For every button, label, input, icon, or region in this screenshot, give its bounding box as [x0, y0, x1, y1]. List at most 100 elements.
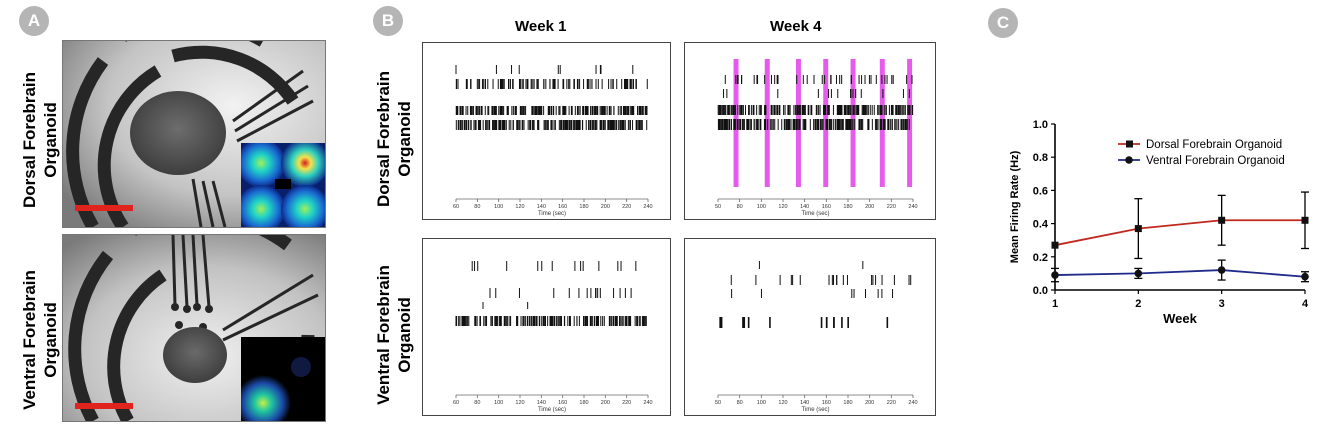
row-label-dorsal-a-line2: Organoid [41, 102, 60, 178]
row-label-ventral-b-line2: Organoid [395, 297, 414, 373]
y-tick-label: 0.2 [1033, 252, 1048, 264]
legend-entry: Ventral Forebrain Organoid [1118, 155, 1285, 167]
raster-ventral-week4: 50 80 100 120 140 160 180 200 220 240 Time (sec) [684, 238, 936, 416]
time-axis-label: Time (sec) [801, 211, 829, 217]
time-tick-label: 140 [800, 204, 809, 210]
time-tick-label: 240 [643, 204, 652, 210]
row-label-ventral-b: Ventral Forebrain Organoid [373, 260, 415, 410]
time-tick-label: 220 [622, 204, 631, 210]
spike-row [455, 106, 648, 115]
data-point [1134, 225, 1142, 233]
dorsal-organoid-image [62, 40, 326, 228]
time-tick-label: 50 [715, 204, 721, 210]
time-tick-label: 240 [908, 400, 917, 406]
time-tick-label: 160 [558, 400, 567, 406]
spike-row [455, 120, 648, 130]
spike-row [471, 261, 637, 271]
x-tick-label: 2 [1135, 298, 1141, 310]
panel-c-badge: C [988, 8, 1018, 38]
mean-firing-rate-chart: 0.0 0.2 0.4 0.6 0.8 1.0 1 2 3 4 Week Mean Firing Ra… [1009, 119, 1309, 326]
series-line [1054, 269, 1306, 278]
dorsal-scale-bar [75, 205, 133, 211]
time-tick-label: 200 [865, 400, 874, 406]
x-tick-label: 3 [1219, 298, 1225, 310]
row-label-dorsal-b: Dorsal Forebrain Organoid [373, 64, 415, 214]
time-tick-label: 140 [537, 204, 546, 210]
raster-ventral-week1: 60 80 100 120 140 160 180 200 220 240 Time (sec) [422, 238, 671, 416]
y-tick-label: 0.6 [1033, 185, 1048, 197]
spike-row [758, 261, 864, 269]
row-label-ventral-a-line2: Organoid [41, 302, 60, 378]
legend-label: Dorsal Forebrain Organoid [1146, 139, 1282, 151]
time-tick-label: 120 [778, 400, 787, 406]
time-tick-label: 60 [453, 204, 459, 210]
time-tick-label: 100 [494, 204, 503, 210]
spike-row [723, 89, 910, 98]
x-tick-label: 1 [1052, 298, 1058, 310]
row-label-dorsal-b-line2: Organoid [395, 101, 414, 177]
dorsal-heatmap-inset [241, 143, 325, 227]
series-ventral [1051, 259, 1309, 283]
data-point [1301, 216, 1309, 224]
time-tick-label: 100 [494, 400, 503, 406]
data-point [1301, 272, 1309, 281]
spike-row [717, 119, 910, 130]
time-tick-label: 160 [822, 204, 831, 210]
spike-row [455, 316, 647, 326]
time-tick-label: 80 [737, 400, 743, 406]
time-tick-label: 80 [474, 204, 480, 210]
series-dorsal [1051, 191, 1309, 260]
row-label-dorsal-b-line1: Dorsal Forebrain [374, 70, 393, 208]
ventral-heatmap-inset [241, 337, 325, 421]
row-label-ventral-a: Ventral Forebrain Organoid [19, 255, 61, 425]
panel-b-badge: B [373, 6, 403, 36]
spike-row [455, 65, 634, 74]
time-tick-label: 60 [453, 400, 459, 406]
y-tick-label: 0.4 [1033, 219, 1049, 231]
row-label-dorsal-a-line1: Dorsal Forebrain [20, 71, 39, 209]
week-1-title: Week 1 [515, 18, 567, 35]
spike-row [724, 75, 913, 84]
time-tick-label: 140 [537, 400, 546, 406]
data-point [1218, 216, 1226, 224]
time-tick-label: 120 [515, 400, 524, 406]
raster-dorsal-week4: 50 80 100 120 140 160 180 200 220 240 Time (sec) [684, 42, 936, 220]
ventral-organoid-image [62, 234, 326, 422]
time-tick-label: 200 [865, 204, 874, 210]
data-point [1051, 241, 1059, 249]
series-line [1054, 219, 1305, 247]
spike-row [717, 105, 914, 115]
time-tick-label: 100 [757, 204, 766, 210]
spike-row [731, 289, 894, 298]
time-tick-label: 240 [908, 204, 917, 210]
legend-label: Ventral Forebrain Organoid [1146, 155, 1285, 167]
y-tick-label: 0.8 [1033, 152, 1048, 164]
spike-row [482, 302, 529, 309]
spike-row [489, 288, 632, 298]
week-4-title: Week 4 [770, 18, 822, 35]
row-label-ventral-a-line1: Ventral Forebrain [20, 270, 39, 410]
y-tick-label: 1.0 [1033, 119, 1048, 131]
time-tick-label: 220 [622, 400, 631, 406]
spike-row [455, 79, 648, 89]
data-point [1051, 271, 1059, 279]
raster-dorsal-week1: 60 80 100 120 140 160 180 200 220 240 Time (sec) [422, 42, 671, 220]
time-tick-label: 220 [887, 400, 896, 406]
time-tick-label: 180 [579, 400, 588, 406]
ventral-scale-bar [75, 403, 133, 409]
time-axis-label: Time (sec) [538, 211, 566, 217]
panel-a-badge: A [19, 6, 49, 36]
time-tick-label: 200 [601, 204, 610, 210]
time-tick-label: 180 [843, 204, 852, 210]
spike-row [719, 317, 889, 328]
time-tick-label: 240 [643, 400, 652, 406]
row-label-ventral-b-line1: Ventral Forebrain [374, 265, 393, 405]
time-tick-label: 50 [715, 400, 721, 406]
time-tick-label: 180 [843, 400, 852, 406]
time-tick-label: 80 [474, 400, 480, 406]
time-tick-label: 200 [601, 400, 610, 406]
y-axis-label: Mean Firing Rate (Hz) [1009, 150, 1021, 263]
time-tick-label: 180 [579, 204, 588, 210]
time-tick-label: 120 [778, 204, 787, 210]
data-point [1217, 266, 1226, 274]
